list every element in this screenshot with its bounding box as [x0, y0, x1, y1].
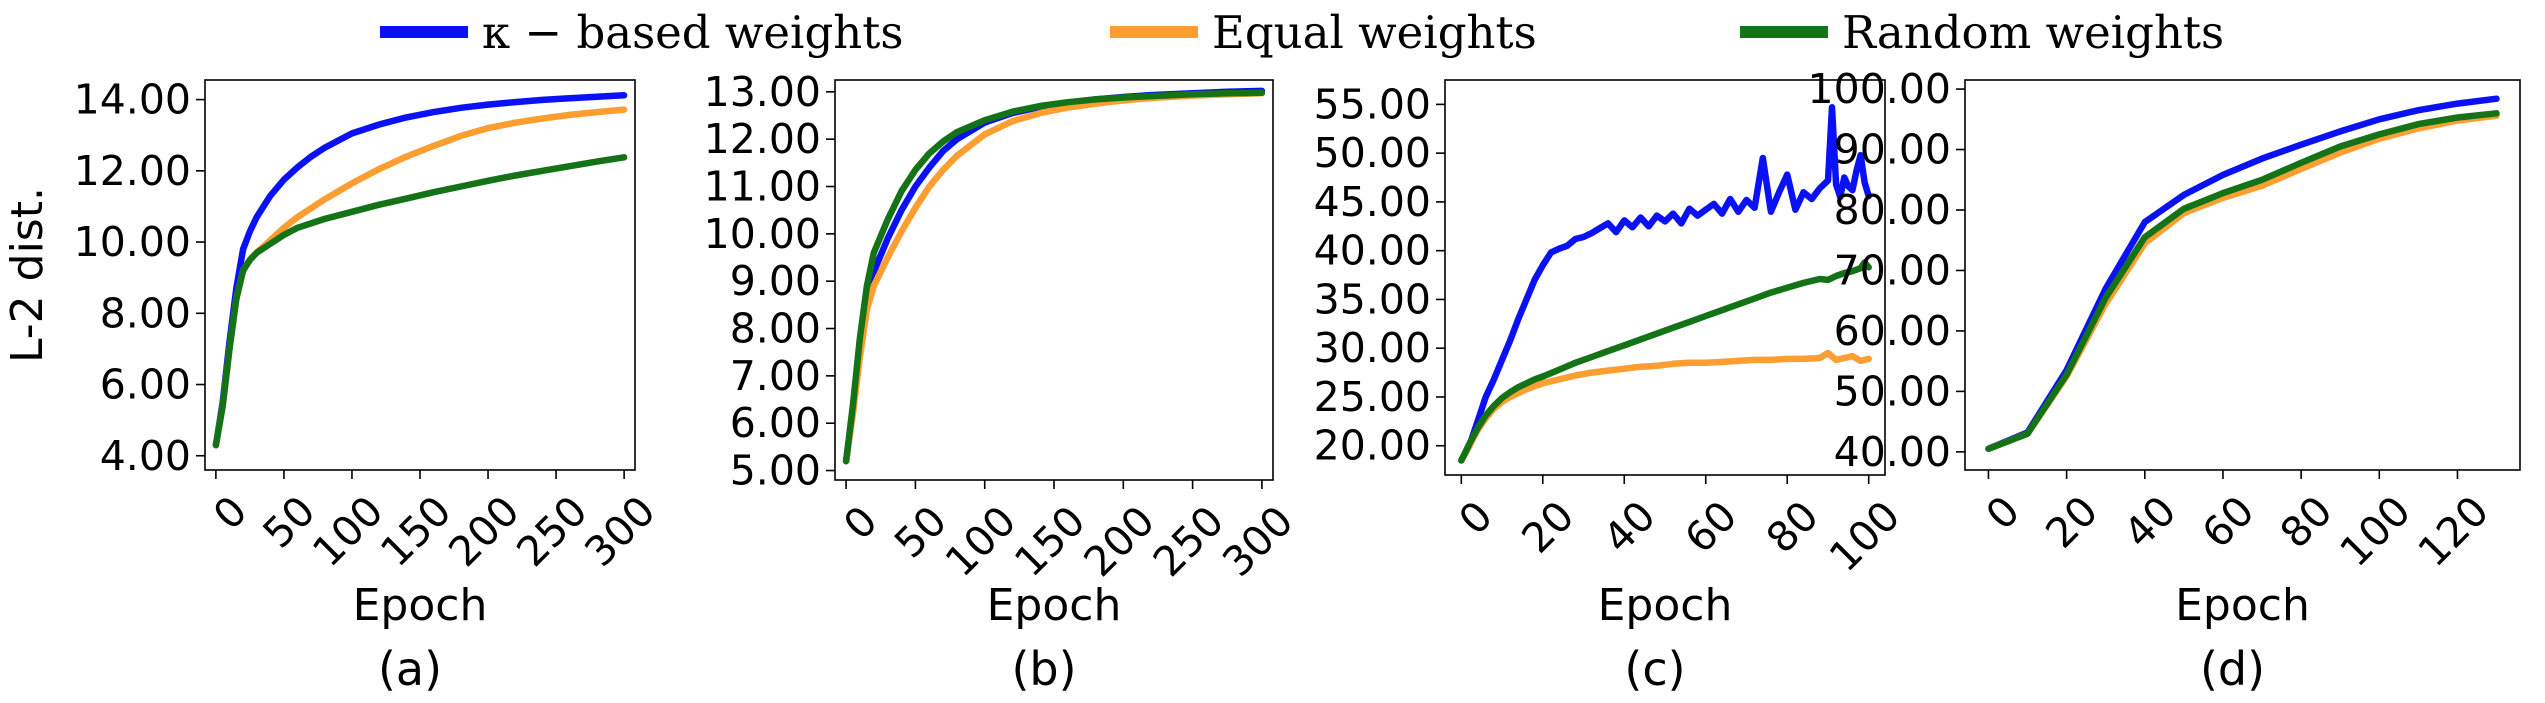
- series-line-random: [212, 154, 628, 449]
- y-tick-label: 7.00: [730, 352, 821, 400]
- y-tick-label: 45.00: [1314, 178, 1431, 226]
- x-tick-label: 40: [2115, 487, 2186, 558]
- legend: κ − based weights Equal weights Random w…: [0, 0, 2545, 64]
- series-line-random: [842, 89, 1266, 465]
- legend-label-kappa: κ − based weights: [482, 5, 904, 59]
- y-axis-label: L-2 dist.: [2, 187, 53, 363]
- y-tick-label: 10.00: [704, 210, 821, 258]
- y-tick-label: 100.00: [1808, 65, 1951, 113]
- x-tick-label: 250: [507, 487, 596, 576]
- legend-label-equal: Equal weights: [1212, 5, 1537, 59]
- y-tick-label: 35.00: [1314, 275, 1431, 323]
- panel-caption: (a): [378, 642, 442, 696]
- y-tick-label: 20.00: [1314, 422, 1431, 470]
- x-tick-label: 120: [2409, 487, 2498, 576]
- x-tick-label: 100: [303, 487, 392, 576]
- x-axis-label: Epoch: [987, 580, 1122, 631]
- x-tick-label: 100: [1820, 492, 1909, 581]
- y-tick-label: 14.00: [74, 76, 191, 124]
- y-tick-label: 80.00: [1834, 186, 1951, 234]
- x-tick-label: 100: [936, 497, 1025, 586]
- series-line-random: [1458, 259, 1872, 464]
- series-line-equal: [1458, 349, 1872, 464]
- series-line-kappa: [1458, 104, 1872, 464]
- x-tick-label: 80: [2271, 487, 2342, 558]
- legend-swatch-random: [1740, 26, 1828, 38]
- legend-item-equal-weights: Equal weights: [1110, 4, 1537, 60]
- legend-item-kappa-weights: κ − based weights: [380, 4, 903, 60]
- y-tick-label: 6.00: [100, 361, 191, 409]
- x-tick-label: 250: [1144, 497, 1233, 586]
- x-tick-label: 60: [2193, 487, 2264, 558]
- panel-caption: (d): [2200, 642, 2265, 696]
- x-tick-label: 150: [1005, 497, 1094, 586]
- legend-swatch-kappa: [380, 26, 468, 38]
- x-tick-label: 300: [575, 487, 664, 576]
- y-tick-label: 9.00: [730, 257, 821, 305]
- series-line-random: [1985, 110, 2500, 453]
- y-tick-label: 50.00: [1834, 367, 1951, 415]
- y-tick-label: 50.00: [1314, 129, 1431, 177]
- y-tick-label: 11.00: [704, 163, 821, 211]
- panel-caption: (b): [1011, 642, 1076, 696]
- chart-panel-1: 5.006.007.008.009.0010.0011.0012.0013.00…: [704, 68, 1303, 696]
- y-tick-label: 90.00: [1834, 126, 1951, 174]
- y-tick-label: 13.00: [704, 68, 821, 116]
- y-tick-label: 6.00: [730, 399, 821, 447]
- series-line-equal: [212, 106, 628, 449]
- x-tick-label: 0: [1977, 487, 2029, 539]
- legend-swatch-equal: [1110, 26, 1198, 38]
- y-tick-label: 70.00: [1834, 246, 1951, 294]
- x-tick-label: 100: [2331, 487, 2420, 576]
- legend-label-random: Random weights: [1842, 5, 2225, 59]
- plot-frame: [1444, 79, 1886, 476]
- x-axis-label: Epoch: [353, 580, 488, 631]
- series-line-kappa: [842, 87, 1266, 465]
- series-line-equal: [842, 90, 1266, 465]
- y-tick-label: 40.00: [1314, 227, 1431, 275]
- y-tick-label: 60.00: [1834, 307, 1951, 355]
- x-axis-label: Epoch: [2175, 580, 2310, 631]
- x-tick-label: 20: [1513, 492, 1584, 563]
- plot-frame: [1964, 79, 2521, 471]
- y-tick-label: 55.00: [1314, 80, 1431, 128]
- x-tick-label: 60: [1675, 492, 1746, 563]
- plot-frame: [834, 79, 1274, 481]
- y-tick-label: 5.00: [730, 447, 821, 495]
- y-tick-label: 8.00: [100, 289, 191, 337]
- x-tick-label: 0: [834, 497, 886, 549]
- y-tick-label: 10.00: [74, 218, 191, 266]
- x-tick-label: 200: [1075, 497, 1164, 586]
- series-line-kappa: [1985, 95, 2500, 453]
- x-tick-label: 150: [371, 487, 460, 576]
- y-tick-label: 40.00: [1834, 428, 1951, 476]
- x-tick-label: 200: [439, 487, 528, 576]
- legend-item-random-weights: Random weights: [1740, 4, 2224, 60]
- y-tick-label: 25.00: [1314, 373, 1431, 421]
- plot-frame: [204, 79, 636, 471]
- panel-caption: (c): [1624, 642, 1685, 696]
- x-tick-label: 40: [1594, 492, 1665, 563]
- y-tick-label: 4.00: [100, 432, 191, 480]
- x-axis-label: Epoch: [1598, 580, 1733, 631]
- y-tick-label: 8.00: [730, 305, 821, 353]
- y-tick-label: 30.00: [1314, 324, 1431, 372]
- series-line-kappa: [212, 92, 628, 449]
- y-tick-label: 12.00: [74, 147, 191, 195]
- x-tick-label: 80: [1757, 492, 1828, 563]
- y-tick-label: 12.00: [704, 115, 821, 163]
- chart-panel-2: 20.0025.0030.0035.0040.0045.0050.0055.00…: [1314, 79, 1909, 696]
- x-tick-label: 20: [2036, 487, 2107, 558]
- x-tick-label: 0: [204, 487, 256, 539]
- chart-panel-0: 4.006.008.0010.0012.0014.000501001502002…: [2, 76, 665, 696]
- x-tick-label: 0: [1449, 492, 1501, 544]
- x-tick-label: 300: [1213, 497, 1302, 586]
- chart-panel-3: 40.00 50.00 60.00 70.00 80.00 90.00 100.00 0 20 4…: [1808, 65, 2521, 696]
